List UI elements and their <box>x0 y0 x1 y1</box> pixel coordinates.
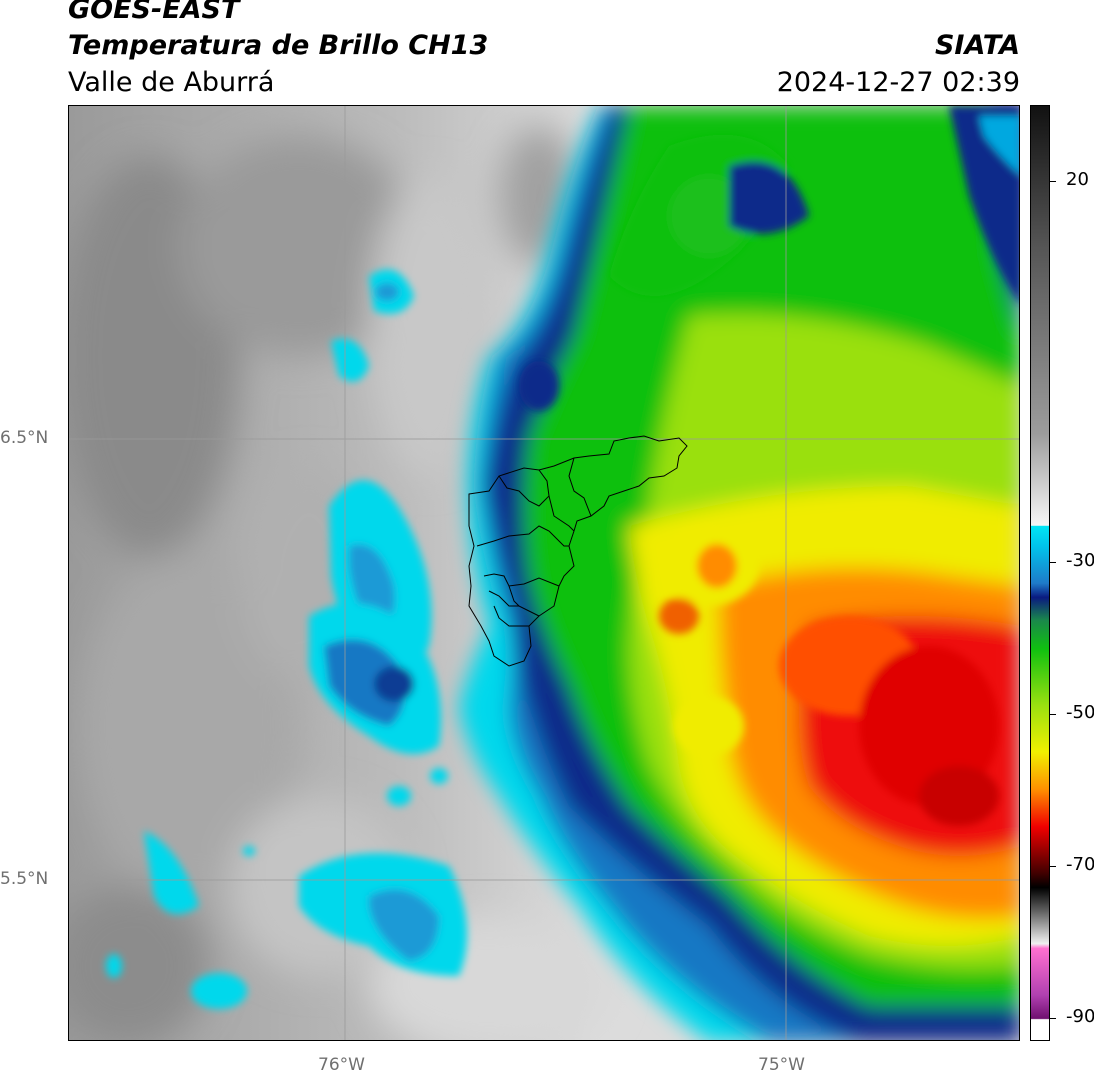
map-image <box>69 106 1019 1040</box>
timestamp-label: 2024-12-27 02:39 <box>776 67 1020 98</box>
lat-label-south: 5.5°N <box>0 869 49 889</box>
colorbar-tick-label: -30 <box>1066 550 1094 571</box>
colorbar <box>1030 105 1050 1041</box>
colorbar-tick-label: 20 <box>1066 169 1089 190</box>
organization-label: SIATA <box>934 30 1020 61</box>
colorbar-tick-label: -50 <box>1066 702 1094 723</box>
colorbar-scale <box>1031 106 1049 1040</box>
colorbar-tick-mark <box>1050 1018 1056 1019</box>
region-subtitle: Valle de Aburrá <box>68 67 275 98</box>
colorbar-tick-label: -90 <box>1066 1006 1094 1027</box>
colorbar-tick-mark <box>1050 562 1056 563</box>
satellite-map[interactable] <box>68 105 1020 1041</box>
colorbar-tick-label: -70 <box>1066 854 1094 875</box>
lon-label-west: 76°W <box>318 1055 365 1075</box>
lat-label-north: 6.5°N <box>0 428 49 448</box>
graticule <box>69 106 1019 1040</box>
satellite-title: GOES-EAST <box>68 0 240 25</box>
colorbar-tick-mark <box>1050 866 1056 867</box>
product-title: Temperatura de Brillo CH13 <box>68 30 489 61</box>
municipal-boundaries <box>468 435 688 667</box>
lon-label-east: 75°W <box>758 1055 805 1075</box>
colorbar-tick-mark <box>1050 714 1056 715</box>
colorbar-tick-mark <box>1050 181 1056 182</box>
